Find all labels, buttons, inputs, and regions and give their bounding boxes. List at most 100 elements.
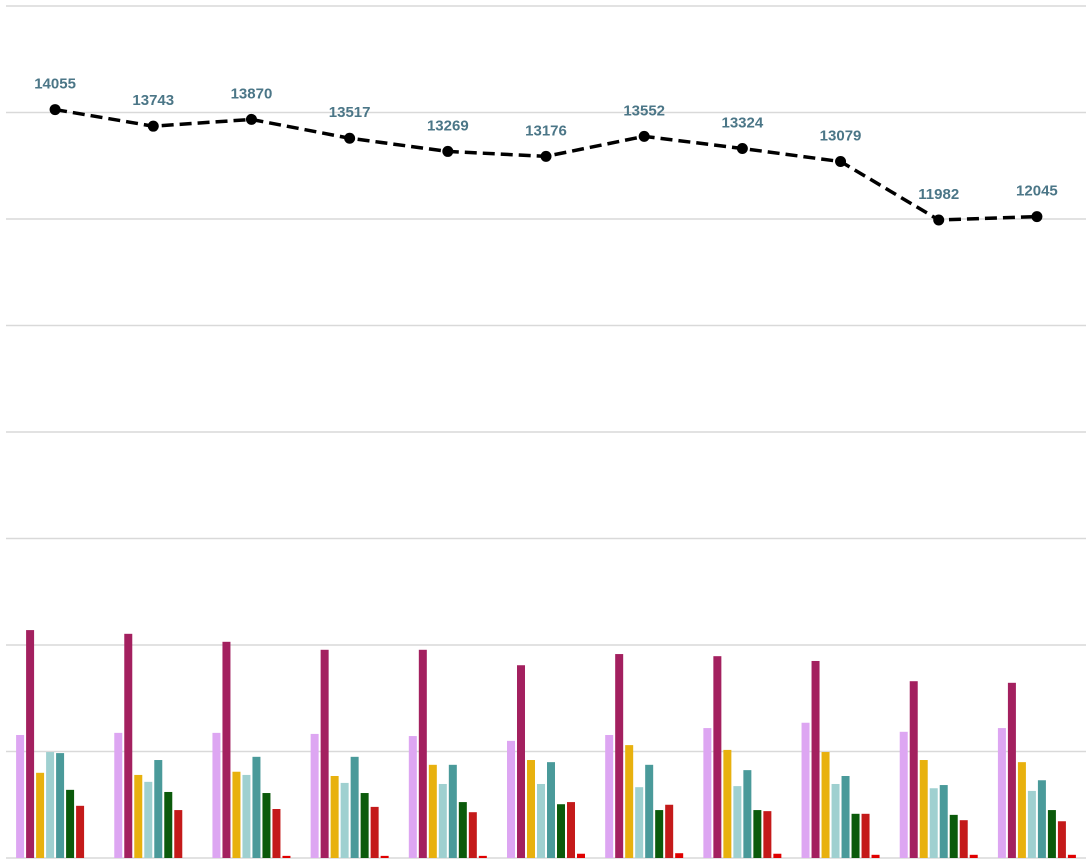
bar [232,771,241,858]
bar [861,813,870,858]
bar [675,853,684,858]
bar [350,756,359,858]
bar [380,855,389,858]
bar [997,728,1006,858]
line-marker [540,150,552,162]
bar [360,793,369,858]
line-marker [344,132,356,144]
line-marker [245,113,257,125]
bar [154,760,163,858]
line-marker [736,142,748,154]
bar [478,855,487,858]
bar [743,770,752,858]
bar [517,665,525,858]
bar [645,764,654,858]
bar [212,732,221,858]
data-label: 13324 [722,114,764,131]
bar [655,810,664,858]
bar [939,785,948,858]
data-label: 13517 [329,104,371,121]
bar [969,854,978,858]
bar [899,731,908,858]
bar [831,783,840,858]
bar [773,853,782,858]
bar [537,783,545,858]
bar [801,722,810,858]
bar [527,760,535,858]
data-label: 14055 [34,76,76,93]
bar [959,820,968,858]
bar [26,630,35,858]
data-label: 13079 [820,128,862,145]
bar [164,791,173,858]
bar [851,813,860,858]
bar [713,656,722,858]
bar [134,774,143,858]
bar [458,802,467,858]
bar [1017,762,1026,858]
line-marker [147,120,159,132]
bar [557,804,565,858]
bar [370,806,379,858]
bar [174,810,183,858]
bar [76,805,85,858]
bar [330,775,339,858]
line-marker [933,214,945,226]
bar [841,775,850,858]
bar [320,649,329,858]
bar [1057,821,1066,858]
bar [507,740,515,858]
bar [1047,810,1056,858]
bar [418,649,427,858]
bar [438,783,447,858]
line-marker [638,130,650,142]
bar [577,853,585,858]
bar [1007,682,1016,858]
bar [252,756,261,858]
bar [408,736,417,858]
bar [448,764,457,858]
bar [1027,790,1036,858]
bar [605,734,614,858]
bar [703,728,712,858]
bar [222,641,231,858]
bar [340,782,349,858]
bar [871,854,880,858]
data-label: 12045 [1016,183,1058,200]
bar [272,809,281,858]
bar [428,764,437,858]
bar [567,802,575,858]
bar [1037,780,1046,858]
bar [811,660,820,858]
data-label: 11982 [918,186,959,203]
bar [1067,854,1076,858]
bar [114,732,123,858]
bar [56,753,65,858]
data-label: 13176 [525,122,567,139]
bar [262,793,271,858]
line-marker [1031,211,1043,223]
bar [310,733,319,858]
bar [144,781,153,858]
bar [468,812,477,858]
bar [124,633,133,858]
bar [282,855,291,858]
data-label: 13743 [132,92,174,109]
bar [242,774,251,858]
bar [547,762,555,858]
line-marker [835,156,847,168]
bar [909,681,918,858]
bar [36,772,45,858]
bar [753,810,762,858]
bar [665,804,674,858]
bar [615,654,624,858]
data-label: 13552 [623,102,665,119]
bar [635,787,644,858]
bar [821,752,830,858]
bar [625,745,634,858]
line-marker [442,145,454,157]
bar [723,749,732,858]
line-marker [49,104,61,116]
bar [919,760,928,858]
